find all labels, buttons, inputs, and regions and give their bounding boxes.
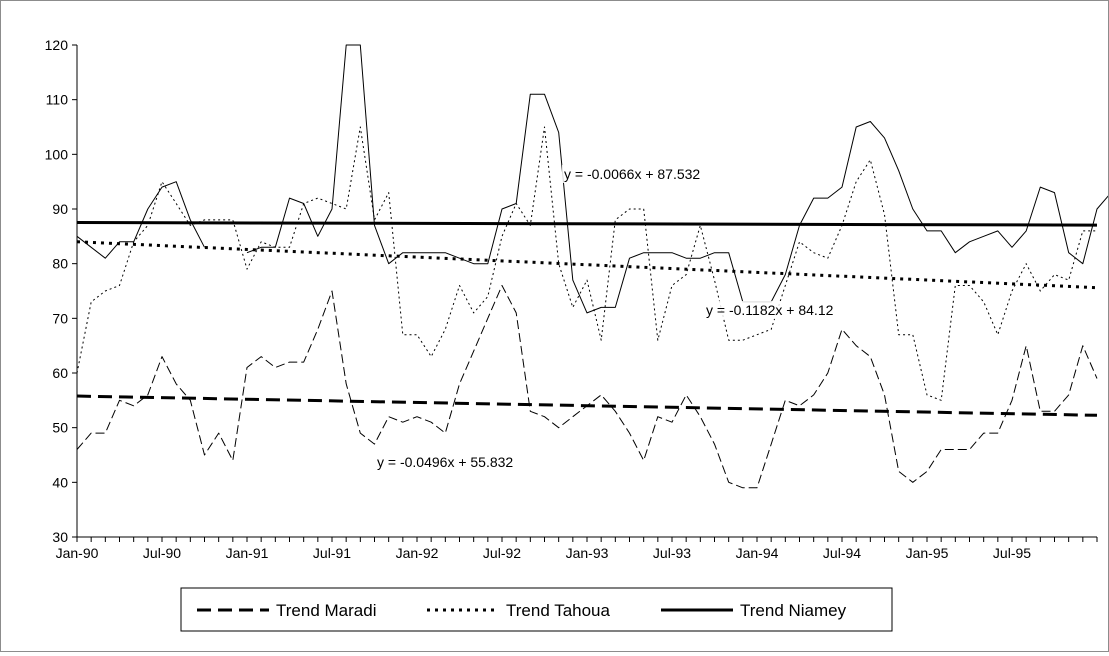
trend-equations: y = -0.0496x + 55.832 y = -0.1182x + 84.1… bbox=[375, 165, 882, 471]
trend-equation-label: y = -0.0496x + 55.832 bbox=[377, 454, 513, 470]
legend-label: Trend Tahoua bbox=[506, 601, 611, 620]
x-tick-label: Jan-92 bbox=[396, 545, 439, 561]
x-tick-label: Jan-93 bbox=[566, 545, 609, 561]
x-tick-label: Jan-94 bbox=[736, 545, 779, 561]
y-tick-label: 90 bbox=[52, 201, 68, 217]
x-tick-label: Jul-94 bbox=[823, 545, 861, 561]
trendline-group bbox=[76, 221, 1098, 417]
x-tick-label: Jul-91 bbox=[313, 545, 351, 561]
axes bbox=[76, 45, 1097, 538]
trend-equation-background bbox=[562, 165, 740, 183]
series-line-tahoua bbox=[76, 126, 1097, 401]
x-tick-label: Jul-95 bbox=[993, 545, 1031, 561]
x-axis-ticks: Jan-90 Jul-90 Jan-91 Jul-91 Jan-92 Jul-92 Jan-… bbox=[56, 537, 1098, 561]
y-tick-label: 80 bbox=[52, 256, 68, 272]
y-tick-label: 60 bbox=[52, 365, 68, 381]
series-line-maradi bbox=[76, 285, 1098, 489]
y-tick-label: 30 bbox=[52, 529, 68, 545]
y-tick-label: 100 bbox=[45, 146, 69, 162]
legend-label: Trend Niamey bbox=[740, 601, 847, 620]
trend-equation-label: y = -0.0066x + 87.532 bbox=[564, 166, 700, 182]
x-tick-label: Jan-95 bbox=[906, 545, 949, 561]
trend-equation-background bbox=[704, 301, 882, 319]
x-tick-label: Jul-92 bbox=[483, 545, 521, 561]
y-tick-label: 40 bbox=[52, 474, 68, 490]
trend-equation-label: y = -0.1182x + 84.12 bbox=[706, 302, 834, 318]
trendline-trend-niamey bbox=[76, 221, 1098, 227]
trendline-trend-maradi bbox=[76, 394, 1098, 417]
trend-equation-background bbox=[375, 453, 553, 471]
x-tick-label: Jan-90 bbox=[56, 545, 99, 561]
y-tick-label: 50 bbox=[52, 420, 68, 436]
x-tick-label: Jul-90 bbox=[143, 545, 181, 561]
legend-box bbox=[180, 587, 893, 632]
x-tick-label: Jul-93 bbox=[653, 545, 691, 561]
y-tick-label: 110 bbox=[46, 92, 69, 108]
series-line-niamey bbox=[76, 44, 1109, 314]
y-axis-ticks: 30 40 50 60 70 80 90 100 110 120 bbox=[45, 37, 77, 545]
trendline-trend-tahoua bbox=[76, 240, 1098, 290]
y-tick-label: 120 bbox=[45, 37, 69, 53]
legend-label: Trend Maradi bbox=[276, 601, 376, 620]
y-tick-label: 70 bbox=[52, 310, 68, 326]
x-tick-label: Jan-91 bbox=[226, 545, 269, 561]
series-group bbox=[76, 44, 1109, 489]
legend: Trend Maradi Trend Tahoua Trend Niamey bbox=[180, 587, 893, 632]
